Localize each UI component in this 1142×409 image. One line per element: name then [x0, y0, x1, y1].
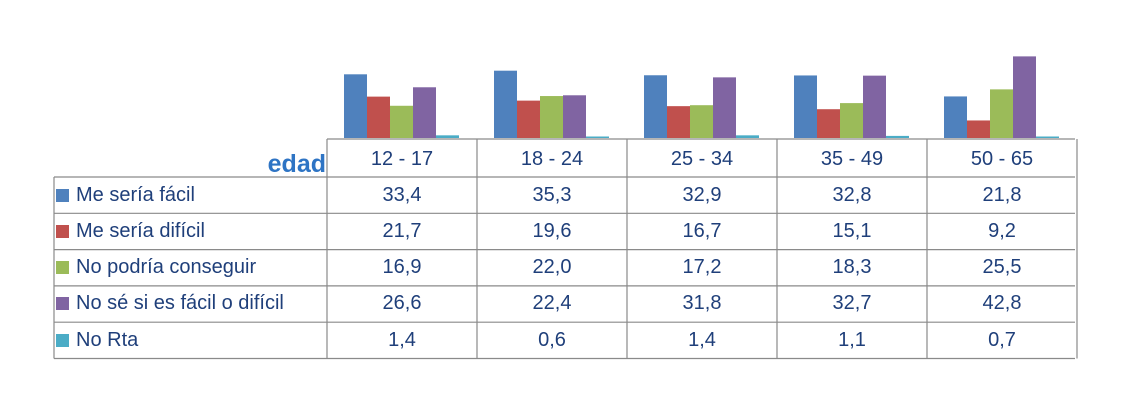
bar-0-4: [436, 135, 459, 138]
category-label: 35 - 49: [820, 147, 884, 170]
legend-entry: No Rta: [56, 322, 324, 358]
bar-2-4: [736, 135, 759, 138]
data-label: 42,8: [982, 292, 1022, 315]
bar-3-0: [794, 75, 817, 138]
legend-entry: No podría conseguir: [56, 250, 324, 286]
legend-label: No podría conseguir: [76, 256, 257, 279]
bar-4-3: [1013, 56, 1036, 138]
bar-1-3: [563, 95, 586, 138]
data-label: 1,4: [688, 328, 716, 351]
data-label: 21,8: [982, 183, 1022, 206]
legend-swatch: [56, 261, 69, 275]
data-label: 22,0: [532, 256, 572, 279]
data-label: 26,6: [382, 292, 422, 315]
data-label: 16,9: [382, 256, 422, 279]
data-label: 33,4: [382, 183, 422, 206]
data-label: 0,6: [538, 328, 566, 351]
bar-1-2: [540, 96, 563, 138]
data-label: 1,4: [388, 328, 416, 351]
data-label: 15,1: [832, 219, 872, 242]
data-label: 21,7: [382, 219, 422, 242]
bar-2-0: [644, 75, 667, 138]
bar-2-3: [713, 77, 736, 138]
legend-swatch: [56, 333, 69, 347]
bar-3-3: [863, 75, 886, 138]
category-label: 18 - 24: [520, 147, 584, 170]
data-label: 32,7: [832, 292, 872, 315]
legend-swatch: [56, 188, 69, 202]
bar-0-0: [344, 74, 367, 138]
bar-0-1: [367, 96, 390, 138]
legend-label: Me sería difícil: [76, 219, 205, 242]
bar-3-4: [886, 135, 909, 138]
legend-entry: Me sería difícil: [56, 213, 324, 249]
data-label: 0,7: [988, 328, 1016, 351]
category-label: 25 - 34: [670, 147, 734, 170]
bar-4-4: [1036, 136, 1059, 138]
data-label: 17,2: [682, 256, 722, 279]
legend-label: Me sería fácil: [76, 183, 195, 206]
data-label: 1,1: [838, 328, 866, 351]
bar-4-1: [967, 120, 990, 138]
legend-swatch: [56, 297, 69, 311]
data-label: 19,6: [532, 219, 572, 242]
category-label: 12 - 17: [370, 147, 434, 170]
bar-2-1: [667, 106, 690, 138]
legend-entry: Me sería fácil: [56, 177, 324, 213]
bar-2-2: [690, 105, 713, 138]
bar-3-2: [840, 103, 863, 138]
data-label: 9,2: [988, 219, 1016, 242]
data-label: 32,8: [832, 183, 872, 206]
bar-1-1: [517, 100, 540, 138]
bar-0-2: [390, 105, 413, 138]
data-label: 18,3: [832, 256, 872, 279]
bar-1-4: [586, 136, 609, 138]
legend-entry: No sé si es fácil o difícil: [56, 286, 324, 322]
bar-4-0: [944, 96, 967, 138]
legend-label: No Rta: [76, 328, 139, 351]
data-label: 31,8: [682, 292, 722, 315]
legend-swatch: [56, 224, 69, 238]
data-label: 25,5: [982, 256, 1022, 279]
data-label: 16,7: [682, 219, 722, 242]
data-label: 22,4: [532, 292, 572, 315]
data-label: 35,3: [532, 183, 572, 206]
legend-label: No sé si es fácil o difícil: [76, 292, 284, 315]
bar-1-0: [494, 70, 517, 138]
bar-3-1: [817, 109, 840, 138]
bar-4-2: [990, 89, 1013, 138]
bar-0-3: [413, 87, 436, 138]
data-label: 32,9: [682, 183, 722, 206]
axis-label-edad: edad: [267, 150, 326, 178]
category-label: 50 - 65: [970, 147, 1034, 170]
